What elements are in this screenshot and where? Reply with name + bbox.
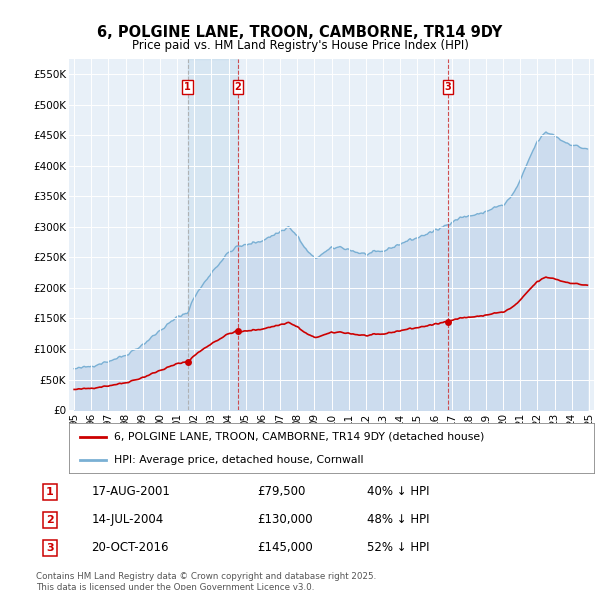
Bar: [188, 59, 238, 410]
Text: £130,000: £130,000: [257, 513, 313, 526]
Text: Contains HM Land Registry data © Crown copyright and database right 2025.
This d: Contains HM Land Registry data © Crown c…: [36, 572, 376, 590]
Text: 3: 3: [445, 82, 452, 92]
Text: Price paid vs. HM Land Registry's House Price Index (HPI): Price paid vs. HM Land Registry's House …: [131, 39, 469, 52]
Text: 14-JUL-2004: 14-JUL-2004: [91, 513, 163, 526]
Text: 52% ↓ HPI: 52% ↓ HPI: [367, 541, 430, 554]
Text: 6, POLGINE LANE, TROON, CAMBORNE, TR14 9DY (detached house): 6, POLGINE LANE, TROON, CAMBORNE, TR14 9…: [113, 431, 484, 441]
Text: 40% ↓ HPI: 40% ↓ HPI: [367, 486, 430, 499]
Text: 20-OCT-2016: 20-OCT-2016: [91, 541, 169, 554]
Text: 1: 1: [184, 82, 191, 92]
Text: 48% ↓ HPI: 48% ↓ HPI: [367, 513, 430, 526]
Text: 3: 3: [46, 543, 53, 553]
Text: 17-AUG-2001: 17-AUG-2001: [91, 486, 170, 499]
Text: 6, POLGINE LANE, TROON, CAMBORNE, TR14 9DY: 6, POLGINE LANE, TROON, CAMBORNE, TR14 9…: [97, 25, 503, 40]
Text: HPI: Average price, detached house, Cornwall: HPI: Average price, detached house, Corn…: [113, 455, 363, 465]
Text: £145,000: £145,000: [257, 541, 313, 554]
Text: 1: 1: [46, 487, 53, 497]
Text: £79,500: £79,500: [257, 486, 305, 499]
Text: 2: 2: [46, 515, 53, 525]
Text: 2: 2: [235, 82, 241, 92]
